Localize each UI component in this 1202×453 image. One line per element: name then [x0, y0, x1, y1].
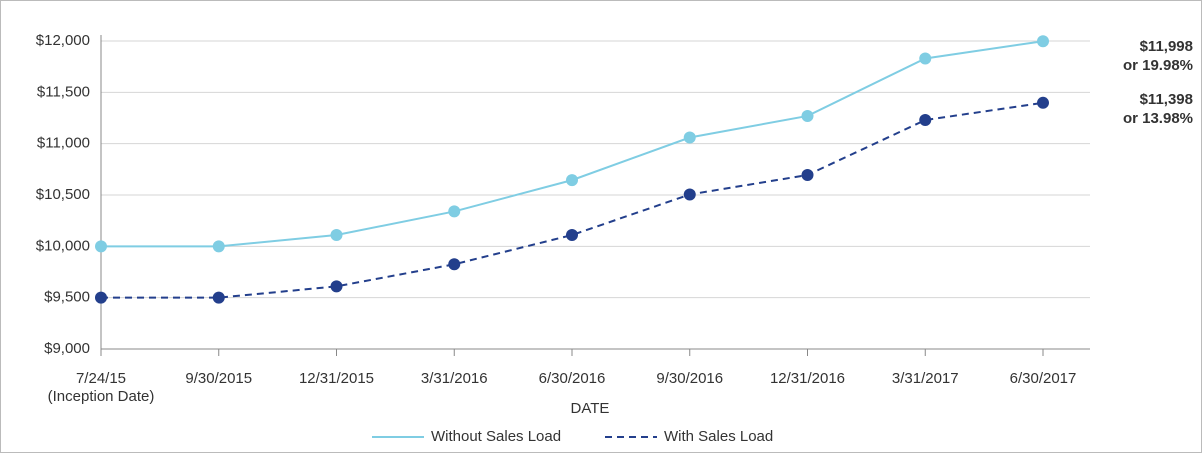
data-point: [212, 240, 225, 253]
x-tick-label: 12/31/2016: [769, 370, 846, 387]
y-tick-label: $10,500: [36, 186, 90, 203]
data-point: [448, 205, 461, 218]
data-point: [919, 114, 932, 127]
x-tick-label: 9/30/2016: [656, 370, 724, 387]
y-tick-label: $12,000: [36, 32, 90, 49]
data-point: [330, 280, 343, 293]
data-point: [566, 229, 578, 242]
data-point: [95, 240, 107, 253]
series-line: [101, 101, 1044, 299]
data-point: [95, 291, 107, 304]
y-tick-label: $11,500: [37, 83, 90, 100]
data-point: [212, 291, 225, 304]
annotation: $11,998: [1140, 38, 1193, 55]
x-tick-label: 3/31/2017: [891, 370, 959, 387]
x-tick-label: 12/31/2015: [298, 370, 375, 387]
data-point: [1037, 35, 1049, 48]
x-tick-label: 9/30/2015: [185, 370, 253, 387]
y-tick-label: $9,500: [44, 289, 90, 306]
data-point: [330, 229, 343, 242]
x-tick-label: 3/31/2016: [420, 370, 488, 387]
annotation: or 13.98%: [1123, 110, 1193, 127]
legend-label: With Sales Load: [664, 428, 773, 445]
annotation: $11,398: [1140, 91, 1193, 108]
y-tick-label: $10,000: [36, 237, 90, 254]
data-point: [801, 109, 814, 122]
data-point: [919, 52, 932, 65]
data-point: [1037, 96, 1049, 109]
x-axis-label: DATE: [571, 400, 610, 417]
data-point: [566, 174, 578, 187]
data-point: [801, 168, 814, 181]
x-tick-label: 6/30/2017: [1009, 370, 1077, 387]
data-point: [683, 188, 696, 201]
y-tick-label: $11,000: [37, 135, 90, 152]
data-point: [448, 258, 461, 271]
x-tick-label: 7/24/15 (Inception Date): [47, 370, 155, 405]
annotation: or 19.98%: [1123, 57, 1193, 74]
x-tick-label: 6/30/2016: [538, 370, 606, 387]
legend-label: Without Sales Load: [431, 428, 561, 445]
data-point: [683, 131, 696, 144]
y-tick-label: $9,000: [44, 340, 90, 357]
